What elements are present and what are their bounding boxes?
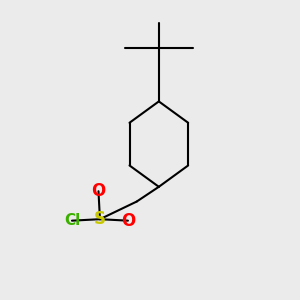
Text: S: S [94,210,106,228]
Text: Cl: Cl [64,213,80,228]
Text: O: O [91,182,106,200]
Text: O: O [121,212,135,230]
